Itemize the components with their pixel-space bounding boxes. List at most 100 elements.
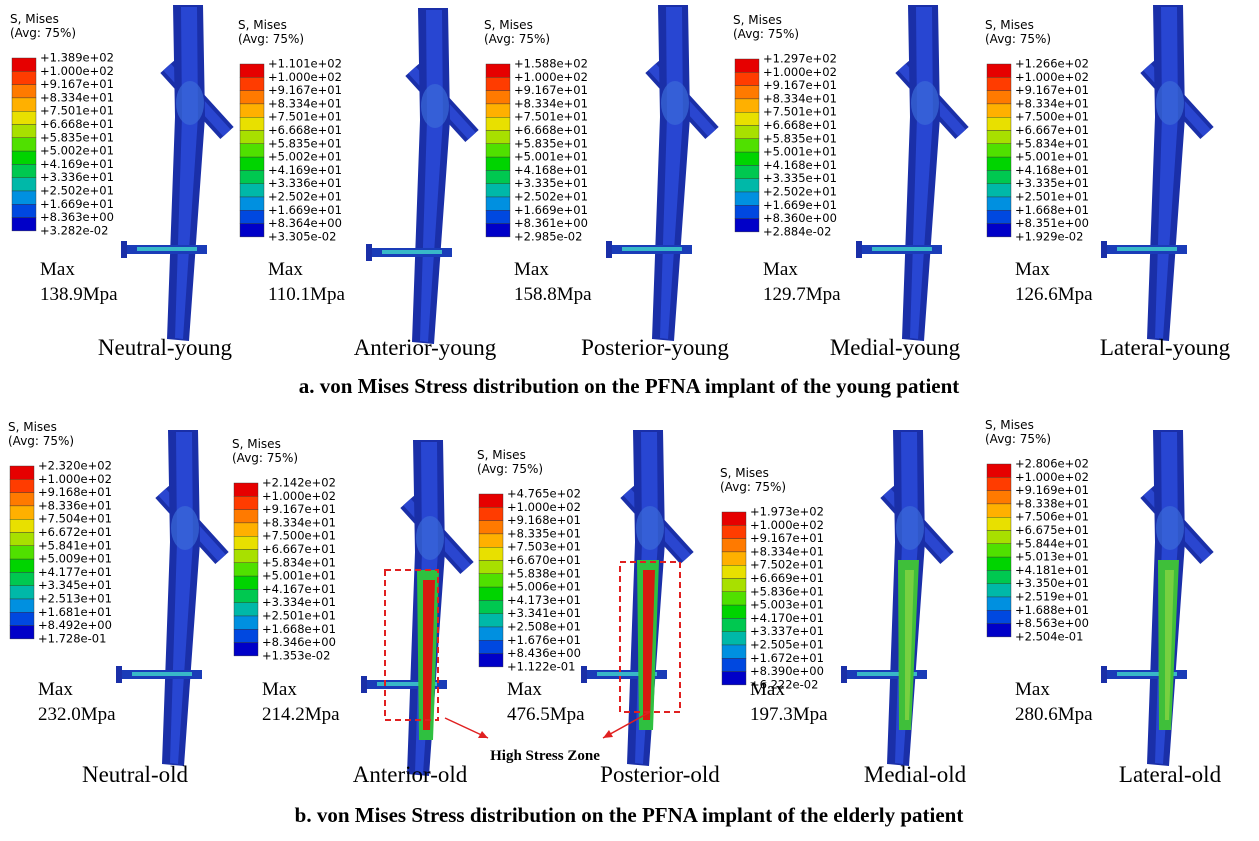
legend-band bbox=[239, 183, 265, 198]
legend-label: +9.167e+01 bbox=[514, 83, 588, 97]
legend-header: S, Mises bbox=[8, 420, 57, 434]
legend-label: +8.336e+01 bbox=[38, 498, 112, 512]
legend-band bbox=[233, 549, 259, 564]
legend-band bbox=[11, 57, 37, 72]
legend-band bbox=[734, 178, 760, 193]
legend-band bbox=[986, 517, 1012, 531]
legend-band bbox=[233, 536, 259, 550]
legend-band bbox=[11, 190, 37, 205]
legend-label: +3.341e+01 bbox=[507, 606, 581, 620]
panel-name: Lateral-young bbox=[1100, 335, 1231, 360]
legend-label: +5.835e+01 bbox=[40, 130, 114, 144]
legend-band bbox=[986, 183, 1012, 198]
legend-label: +4.170e+01 bbox=[750, 611, 824, 625]
legend-band bbox=[233, 522, 259, 537]
implant bbox=[581, 430, 687, 766]
legend-band bbox=[233, 509, 259, 524]
legend-label: +8.436e+00 bbox=[507, 646, 581, 660]
legend-header: S, Mises bbox=[232, 437, 281, 451]
legend-label: +5.006e+01 bbox=[507, 580, 581, 594]
legend-band bbox=[478, 560, 504, 575]
legend-band bbox=[485, 130, 511, 145]
legend-label: +2.502e+01 bbox=[40, 184, 114, 198]
legend-label: +2.501e+01 bbox=[1015, 190, 1089, 204]
legend-subheader: (Avg: 75%) bbox=[985, 432, 1051, 446]
legend-band bbox=[478, 653, 504, 668]
legend-band bbox=[986, 596, 1012, 611]
legend-label: +8.334e+01 bbox=[40, 90, 114, 104]
legend-band bbox=[233, 602, 259, 617]
legend-subheader: (Avg: 75%) bbox=[10, 26, 76, 40]
legend-label: +2.508e+01 bbox=[507, 620, 581, 634]
legend-band bbox=[478, 600, 504, 614]
max-value: 232.0Mpa bbox=[38, 704, 116, 725]
legend-label: +1.389e+02 bbox=[40, 51, 114, 65]
legend-band bbox=[734, 111, 760, 126]
legend-label: +1.000e+02 bbox=[262, 489, 336, 503]
legend-label: +1.669e+01 bbox=[268, 203, 342, 217]
legend-band bbox=[986, 63, 1012, 78]
implant bbox=[606, 5, 712, 341]
legend-label: +8.363e+00 bbox=[40, 210, 114, 224]
legend-label: +5.834e+01 bbox=[1015, 136, 1089, 150]
legend-band bbox=[734, 205, 760, 219]
legend-subheader: (Avg: 75%) bbox=[733, 27, 799, 41]
legend-label: +1.676e+01 bbox=[507, 633, 581, 647]
implant bbox=[856, 5, 962, 341]
legend-label: +1.973e+02 bbox=[750, 505, 824, 519]
legend-label: +2.985e-02 bbox=[514, 229, 582, 243]
max-label: Max bbox=[507, 679, 542, 700]
legend-band bbox=[986, 116, 1012, 131]
max-label: Max bbox=[1015, 679, 1050, 700]
legend-label: +3.335e+01 bbox=[1015, 176, 1089, 190]
legend-label: +1.688e+01 bbox=[1015, 603, 1089, 617]
legend-band bbox=[239, 77, 265, 91]
legend-subheader: (Avg: 75%) bbox=[985, 32, 1051, 46]
panel-name: Anterior-young bbox=[354, 335, 497, 360]
legend-label: +3.334e+01 bbox=[262, 595, 336, 609]
panel: S, Mises(Avg: 75%) +1.266e+02+1.000e+02+9… bbox=[985, 18, 1231, 360]
legend-band bbox=[11, 110, 37, 125]
legend-label: +3.350e+01 bbox=[1015, 576, 1089, 590]
legend-band bbox=[986, 170, 1012, 184]
legend-label: +6.668e+01 bbox=[40, 117, 114, 131]
max-value: 110.1Mpa bbox=[268, 284, 345, 305]
legend-band bbox=[239, 143, 265, 158]
legend-label: +4.168e+01 bbox=[1015, 163, 1089, 177]
legend-band bbox=[734, 85, 760, 100]
legend-band bbox=[986, 583, 1012, 598]
legend-label: +8.361e+00 bbox=[514, 216, 588, 230]
legend-band bbox=[986, 156, 1012, 171]
legend-header: S, Mises bbox=[10, 12, 59, 26]
legend-band bbox=[986, 477, 1012, 491]
legend-label: +4.173e+01 bbox=[507, 593, 581, 607]
legend-label: +1.000e+02 bbox=[268, 70, 342, 84]
legend-band bbox=[9, 612, 35, 626]
legend-band bbox=[11, 71, 37, 85]
legend-label: +8.364e+00 bbox=[268, 216, 342, 230]
legend-label: +1.929e-02 bbox=[1015, 229, 1083, 243]
legend-label: +4.169e+01 bbox=[40, 157, 114, 171]
legend-label: +6.669e+01 bbox=[750, 571, 824, 585]
max-label: Max bbox=[1015, 259, 1050, 280]
legend-band bbox=[233, 629, 259, 643]
legend-subheader: (Avg: 75%) bbox=[232, 451, 298, 465]
legend-band bbox=[986, 103, 1012, 118]
legend-band bbox=[986, 130, 1012, 145]
legend-band bbox=[986, 490, 1012, 505]
implant-stress bbox=[417, 570, 439, 740]
max-value: 138.9Mpa bbox=[40, 284, 118, 305]
legend-label: +1.669e+01 bbox=[763, 198, 837, 212]
legend-label: +2.142e+02 bbox=[262, 476, 336, 490]
max-value: 197.3Mpa bbox=[750, 704, 828, 725]
legend-band bbox=[233, 589, 259, 603]
legend-label: +4.168e+01 bbox=[763, 158, 837, 172]
legend-label: +2.504e-01 bbox=[1015, 629, 1083, 643]
arrow-head bbox=[478, 731, 488, 738]
implant-stress bbox=[637, 560, 659, 730]
legend-band bbox=[9, 519, 35, 533]
high-stress-marks: High Stress Zone bbox=[384, 561, 681, 764]
legend-band bbox=[478, 626, 504, 641]
panel: S, Mises(Avg: 75%) +2.142e+02+1.000e+02+9… bbox=[232, 437, 468, 787]
